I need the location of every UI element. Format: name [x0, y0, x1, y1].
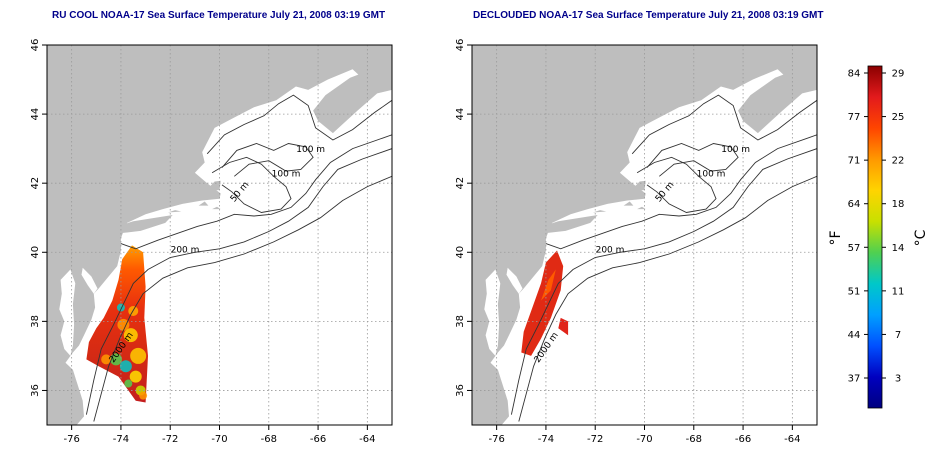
- colorbar: 84 77 71 64 57 51 44 37 29 25 22 18 14 11 7 3 °F °C: [828, 65, 929, 409]
- contour-label: 100 m: [296, 145, 325, 155]
- bathymetry-contour: [85, 148, 392, 415]
- colorbar-c-tick-label: 18: [892, 199, 905, 210]
- bathymetry-contour: [211, 156, 292, 213]
- x-tick-label: -64: [784, 434, 800, 445]
- long-island: [544, 215, 598, 234]
- colorbar-c-tick-label: 14: [892, 243, 905, 254]
- contour-label: 100 m: [272, 169, 301, 179]
- bathymetry-contour: [221, 143, 314, 177]
- bathymetry-contour: [631, 94, 817, 155]
- cloud-contaminated-pixel: [117, 318, 130, 331]
- bathymetry-contour: [545, 134, 817, 250]
- bathymetry-contour: [636, 156, 717, 213]
- colorbar-f-tick-label: 84: [848, 69, 861, 80]
- landmass: [472, 45, 817, 425]
- nova-scotia: [313, 69, 392, 134]
- y-tick-label: 42: [455, 177, 466, 190]
- colorbar-c-tick-label: 7: [895, 330, 901, 341]
- y-tick-label: 36: [455, 384, 466, 397]
- colorbar-c-tick-label: 3: [895, 374, 901, 385]
- x-tick-label: -68: [261, 434, 277, 445]
- y-tick-label: 42: [30, 177, 41, 190]
- colorbar-gradient: [867, 65, 883, 409]
- x-tick-label: -64: [359, 434, 375, 445]
- island: [637, 206, 646, 210]
- y-tick-label: 40: [30, 246, 41, 259]
- bathymetry-contour: [206, 94, 392, 155]
- y-tick-label: 46: [30, 39, 41, 52]
- x-tick-label: -74: [538, 434, 554, 445]
- y-tick-label: 38: [30, 315, 41, 328]
- colorbar-c-tick-label: 22: [892, 156, 905, 167]
- cape-cod: [205, 180, 221, 191]
- y-tick-label: 40: [455, 246, 466, 259]
- x-tick-label: -70: [211, 434, 227, 445]
- x-tick-label: -76: [63, 434, 79, 445]
- x-tick-label: -70: [636, 434, 652, 445]
- y-tick-label: 36: [30, 384, 41, 397]
- x-tick-label: -66: [735, 434, 751, 445]
- y-tick-label: 46: [455, 39, 466, 52]
- cloud-contaminated-pixel: [119, 360, 132, 373]
- colorbar-f-tick-label: 44: [848, 330, 861, 341]
- cloud-contaminated-pixel: [129, 370, 142, 383]
- delaware-bay: [506, 267, 523, 294]
- cloud-contaminated-pixel: [124, 379, 133, 388]
- sst-warm-patch: [541, 269, 556, 301]
- colorbar-c-tick-label: 29: [892, 69, 905, 80]
- island: [212, 206, 221, 210]
- nova-scotia: [738, 69, 817, 134]
- fahrenheit-label: °F: [828, 230, 844, 245]
- contour-label: 200 m: [596, 245, 625, 255]
- bathymetry-contour: [510, 148, 817, 415]
- colorbar-f-tick-label: 71: [848, 156, 861, 167]
- x-tick-label: -76: [488, 434, 504, 445]
- island: [198, 201, 209, 206]
- cloud-contaminated-pixel: [139, 391, 148, 400]
- contour-label: 100 m: [697, 169, 726, 179]
- contour-label: 200 m: [171, 245, 200, 255]
- x-tick-label: -72: [587, 434, 603, 445]
- bathymetry-contour: [518, 175, 817, 422]
- bathymetry-contour: [646, 143, 739, 177]
- left-panel-title: RU COOL NOAA-17 Sea Surface Temperature …: [52, 10, 386, 21]
- colorbar-f-tick-label: 57: [848, 243, 861, 254]
- cloud-contaminated-pixel: [130, 347, 147, 364]
- x-tick-label: -68: [686, 434, 702, 445]
- colorbar-f-tick-label: 64: [848, 199, 861, 210]
- island: [623, 201, 634, 206]
- bathymetry-contour: [93, 175, 392, 422]
- x-tick-label: -72: [162, 434, 178, 445]
- island: [167, 210, 182, 213]
- right-panel-title: DECLOUDED NOAA-17 Sea Surface Temperatur…: [473, 10, 824, 21]
- sst-offshore-patch: [558, 317, 569, 336]
- delaware-bay: [81, 267, 98, 294]
- colorbar-f-tick-label: 37: [848, 374, 861, 385]
- bathymetry-contour: [120, 134, 392, 250]
- long-island: [119, 215, 173, 234]
- colorbar-c-tick-label: 25: [892, 112, 905, 123]
- cape-cod: [630, 180, 646, 191]
- y-tick-label: 44: [455, 108, 466, 121]
- landmass: [47, 45, 392, 425]
- contour-label: 100 m: [721, 145, 750, 155]
- celsius-label: °C: [913, 229, 929, 246]
- cloud-contaminated-pixel: [101, 354, 112, 365]
- x-tick-label: -74: [113, 434, 129, 445]
- island: [592, 210, 607, 213]
- x-tick-label: -66: [310, 434, 326, 445]
- colorbar-c-tick-label: 11: [892, 286, 905, 297]
- cloud-contaminated-pixel: [123, 328, 138, 343]
- y-tick-label: 44: [30, 108, 41, 121]
- colorbar-f-tick-label: 51: [848, 286, 861, 297]
- y-tick-label: 38: [455, 315, 466, 328]
- colorbar-f-tick-label: 77: [848, 112, 861, 123]
